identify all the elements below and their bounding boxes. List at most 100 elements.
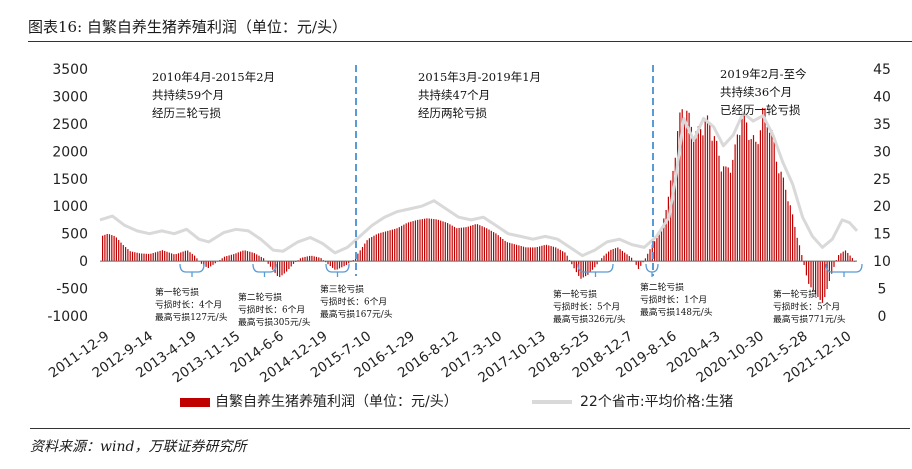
period-note-line: 经历两轮亏损 <box>418 106 487 120</box>
profit-bar <box>102 235 104 262</box>
profit-bar <box>750 139 752 262</box>
profit-bar <box>727 167 729 262</box>
profit-bar <box>522 246 525 262</box>
profit-bar <box>683 120 686 262</box>
profit-bar <box>288 261 290 270</box>
profit-bar <box>780 171 782 262</box>
period-note-line: 经历三轮亏损 <box>152 106 221 120</box>
profit-bar <box>624 252 626 262</box>
profit-bar <box>108 234 111 262</box>
profit-bar <box>168 252 170 262</box>
profit-bar <box>444 222 446 262</box>
period-note-line: 共持续36个月 <box>720 85 792 99</box>
profit-bar <box>191 253 193 262</box>
y-right-tick-label: 20 <box>873 199 891 215</box>
loss-note-line: 最高亏损167元/头 <box>320 308 393 320</box>
y-right-tick-label: 25 <box>873 172 891 188</box>
profit-bar <box>281 261 283 276</box>
profit-bar <box>412 221 414 262</box>
profit-bar <box>635 261 637 265</box>
profit-bar <box>304 256 306 262</box>
profit-bar <box>562 251 564 262</box>
profit-bar <box>318 257 320 262</box>
profit-bar <box>766 127 768 262</box>
profit-bar <box>670 180 672 262</box>
y-left-tick-label: 0 <box>79 254 88 270</box>
profit-bar <box>290 261 292 267</box>
period-note-line: 共持续59个月 <box>152 88 224 102</box>
loss-note-line: 最高亏损305元/头 <box>238 316 311 328</box>
profit-bar <box>387 230 389 262</box>
profit-bar <box>161 250 163 262</box>
y-left-tick-label: -1000 <box>47 309 88 325</box>
profit-bar <box>440 220 442 262</box>
profit-bar <box>601 258 603 262</box>
profit-bar <box>674 157 676 262</box>
profit-bar <box>711 140 713 262</box>
profit-bar <box>550 246 552 262</box>
period-note-line: 2019年2月-至今 <box>720 67 807 81</box>
profit-bar <box>246 251 249 262</box>
legend-bar-swatch <box>180 398 210 407</box>
profit-bar <box>368 238 370 262</box>
loss-note-line: 亏损时长：1个月 <box>640 294 707 306</box>
profit-bar <box>341 261 343 268</box>
profit-bar <box>320 258 322 262</box>
profit-bar <box>815 261 817 295</box>
profit-bar <box>798 245 801 262</box>
profit-bar <box>348 261 350 264</box>
profit-bar <box>755 141 757 262</box>
profit-bar <box>596 261 598 265</box>
profit-bar <box>164 250 166 262</box>
profit-bar <box>794 226 796 262</box>
profit-bar <box>628 256 630 262</box>
profit-bar <box>559 249 561 262</box>
profit-bar <box>378 233 380 262</box>
profit-bar <box>299 258 301 262</box>
loss-note-line: 第二轮亏损 <box>238 291 282 303</box>
profit-bar <box>309 255 311 262</box>
profit-bar <box>810 261 812 288</box>
profit-bar <box>256 254 258 262</box>
profit-bar <box>359 250 361 262</box>
profit-bar <box>792 214 794 262</box>
profit-bar <box>557 248 559 262</box>
period-notes: 2010年4月-2015年2月共持续59个月经历三轮亏损 2015年3月-2019… <box>152 67 807 120</box>
profit-bar <box>253 253 255 262</box>
profit-bar <box>154 252 157 262</box>
profit-bar <box>447 223 449 262</box>
y-right-tick-label: 15 <box>873 227 891 243</box>
profit-bar <box>571 261 573 265</box>
profit-bar <box>520 246 522 262</box>
period-note-line: 2010年4月-2015年2月 <box>152 70 275 84</box>
profit-bar <box>237 252 239 262</box>
profit-bar <box>518 245 520 262</box>
profit-bar <box>739 135 741 262</box>
profit-bar <box>115 237 117 262</box>
loss-note-line: 第一轮亏损 <box>155 286 199 298</box>
loss-bracket <box>252 263 277 277</box>
profit-bar <box>251 252 253 262</box>
profit-bar <box>614 248 617 262</box>
loss-note-line: 亏损时长：4个月 <box>155 299 222 311</box>
profit-bar <box>762 107 764 262</box>
profit-bar <box>585 261 587 277</box>
profit-bar <box>373 235 375 262</box>
profit-bar <box>283 261 285 274</box>
y-right-tick-label: 5 <box>878 282 887 298</box>
profit-bar <box>279 261 281 278</box>
profit-bar <box>479 225 481 262</box>
chart-title: 图表16: 自繁自养生猪养殖利润（单位：元/头） <box>28 14 912 42</box>
y-left-tick-label: 1000 <box>52 199 88 215</box>
profit-bar <box>619 249 621 262</box>
profit-bars <box>102 107 856 303</box>
profit-bar <box>573 261 575 269</box>
profit-bar <box>543 245 545 262</box>
profit-bar <box>430 218 433 262</box>
profit-bar <box>785 189 787 262</box>
profit-bar <box>720 171 722 262</box>
profit-bar <box>608 251 610 262</box>
profit-bar <box>311 255 313 262</box>
profit-bar <box>470 225 472 262</box>
profit-bar <box>732 159 734 262</box>
